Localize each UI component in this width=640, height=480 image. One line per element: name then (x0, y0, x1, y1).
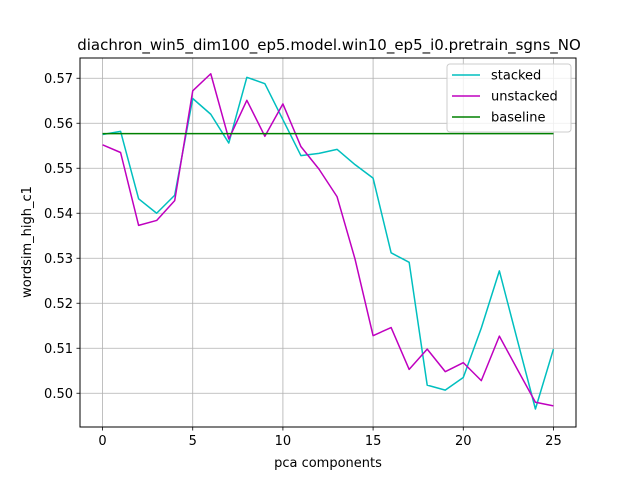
x-tick-label: 15 (365, 434, 382, 449)
legend-label-unstacked: unstacked (491, 90, 558, 105)
legend-label-baseline: baseline (491, 111, 545, 126)
legend-label-stacked: stacked (491, 69, 541, 84)
series-lines (102, 73, 555, 410)
y-tick-label: 0.52 (44, 297, 73, 312)
x-tick-label: 25 (545, 434, 562, 449)
plot-frame (79, 57, 577, 428)
y-tick-label: 0.51 (44, 342, 73, 357)
x-tick-label: 10 (275, 434, 292, 449)
y-tick-label: 0.54 (44, 207, 73, 222)
y-tick-label: 0.50 (44, 387, 73, 402)
legend: stacked unstacked baseline (446, 63, 572, 133)
chart-title: diachron_win5_dim100_ep5.model.win10_ep5… (77, 36, 581, 55)
x-tick-label: 20 (455, 434, 472, 449)
y-tick-label: 0.53 (44, 252, 73, 267)
x-axis-label: pca components (274, 456, 382, 471)
x-tick-label: 0 (98, 434, 106, 449)
y-tick-label: 0.55 (44, 162, 73, 177)
y-axis-label: wordsim_high_c1 (20, 186, 35, 298)
series-line-unstacked (102, 73, 554, 407)
x-tick-label: 5 (189, 434, 197, 449)
legend-box (446, 63, 572, 133)
y-axis: 0.50 0.51 0.52 0.53 0.54 0.55 0.56 0.57 (44, 72, 80, 402)
y-tick-label: 0.56 (44, 117, 73, 132)
y-tick-label: 0.57 (44, 72, 73, 87)
x-axis: 0 5 10 15 20 25 (98, 427, 562, 449)
